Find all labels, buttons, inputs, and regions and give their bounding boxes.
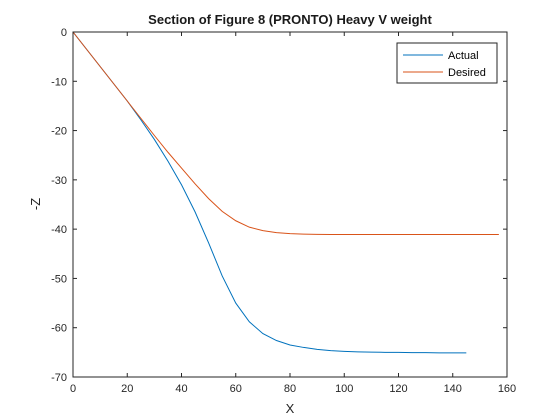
legend-box — [396, 42, 498, 84]
y-tick-labels: 0 -10 -20 -30 -40 -50 -60 -70 — [51, 27, 67, 384]
x-tick-label: 20 — [121, 383, 133, 395]
y-tick-label: -40 — [51, 224, 67, 236]
legend-label-desired: Desired — [448, 67, 486, 79]
y-tick-label: -50 — [51, 273, 67, 285]
x-tick-labels: 0 20 40 60 80 100 120 140 160 — [70, 383, 516, 395]
y-axis-label: -Z — [28, 198, 43, 210]
y-tick-label: -70 — [51, 372, 67, 384]
tick-marks — [72, 31, 508, 378]
series-layer — [72, 31, 499, 354]
series-line-desired — [72, 31, 499, 236]
y-tick-label: 0 — [61, 27, 67, 39]
x-tick-label: 40 — [175, 383, 187, 395]
y-tick-label: -60 — [51, 323, 67, 335]
x-tick-label: 120 — [389, 383, 407, 395]
y-tick-label: -20 — [51, 126, 67, 138]
legend: Actual Desired — [396, 42, 498, 84]
x-tick-label: 0 — [70, 383, 76, 395]
x-tick-label: 100 — [335, 383, 353, 395]
x-axis-label: X — [286, 401, 295, 416]
x-tick-label: 60 — [230, 383, 242, 395]
y-tick-label: -10 — [51, 76, 67, 88]
x-tick-label: 160 — [498, 383, 516, 395]
y-tick-label: -30 — [51, 175, 67, 187]
legend-label-actual: Actual — [448, 50, 479, 62]
series-line-actual — [72, 31, 467, 354]
x-tick-label: 140 — [444, 383, 462, 395]
plot-frame — [72, 31, 508, 378]
x-tick-label: 80 — [284, 383, 296, 395]
chart-title: Section of Figure 8 (PRONTO) Heavy V wei… — [148, 12, 432, 27]
